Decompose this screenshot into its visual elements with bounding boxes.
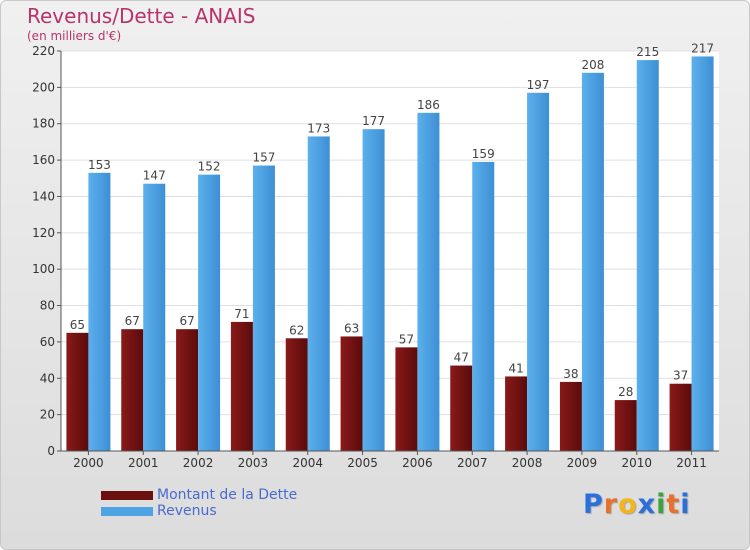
chart-title: Revenus/Dette - ANAIS	[27, 4, 256, 28]
data-label-dette: 63	[344, 321, 359, 335]
legend-swatch-dette	[101, 490, 153, 500]
data-label-revenus: 215	[636, 45, 659, 59]
bar-dette	[669, 383, 692, 451]
y-tick-label: 60	[40, 335, 55, 349]
bar-revenus	[472, 161, 495, 451]
data-label-revenus: 152	[198, 160, 221, 174]
chart-legend: Montant de la Dette Revenus	[101, 487, 297, 519]
x-tick-label: 2006	[402, 456, 433, 470]
y-tick-label: 40	[40, 371, 55, 385]
y-tick-label: 80	[40, 299, 55, 313]
data-label-revenus: 197	[527, 78, 550, 92]
bar-dette	[121, 329, 144, 451]
data-label-revenus: 208	[581, 58, 604, 72]
bar-revenus	[691, 56, 714, 452]
bar-revenus	[143, 183, 166, 451]
y-tick-label: 200	[32, 80, 55, 94]
y-tick-label: 120	[32, 226, 55, 240]
x-tick-label: 2011	[676, 456, 707, 470]
data-label-revenus: 159	[472, 147, 495, 161]
bar-dette	[505, 376, 528, 451]
y-tick-label: 140	[32, 189, 55, 203]
y-tick-label: 100	[32, 262, 55, 276]
data-label-dette: 62	[289, 323, 304, 337]
logo-letter: x	[637, 489, 657, 520]
data-label-dette: 37	[673, 369, 688, 383]
data-label-revenus: 186	[417, 98, 440, 112]
x-tick-label: 2008	[512, 456, 543, 470]
bar-dette	[340, 336, 363, 451]
data-label-revenus: 177	[362, 114, 385, 128]
data-label-revenus: 147	[143, 169, 166, 183]
x-tick-label: 2005	[347, 456, 378, 470]
data-label-dette: 57	[399, 332, 414, 346]
bar-revenus	[417, 112, 440, 452]
x-tick-label: 2002	[183, 456, 214, 470]
bar-revenus	[307, 136, 330, 452]
logo-letter: i	[680, 489, 691, 520]
x-tick-label: 2004	[292, 456, 323, 470]
y-tick-label: 180	[32, 117, 55, 131]
data-label-dette: 47	[454, 351, 469, 365]
data-label-dette: 41	[508, 361, 523, 375]
y-tick-label: 0	[47, 444, 55, 458]
bar-revenus	[362, 129, 385, 451]
bar-revenus	[88, 172, 111, 451]
bar-dette	[614, 400, 637, 451]
bar-dette	[230, 321, 253, 451]
bar-dette	[395, 347, 418, 451]
data-label-dette: 67	[125, 314, 140, 328]
data-label-revenus: 173	[307, 121, 330, 135]
x-tick-label: 2001	[128, 456, 159, 470]
bar-revenus	[636, 60, 659, 451]
legend-item-revenus: Revenus	[101, 503, 297, 519]
x-tick-label: 2010	[621, 456, 652, 470]
x-tick-label: 2007	[457, 456, 488, 470]
legend-swatch-revenus	[101, 506, 153, 516]
bar-dette	[559, 381, 582, 451]
data-label-dette: 38	[563, 367, 578, 381]
legend-label-dette: Montant de la Dette	[157, 487, 298, 503]
data-label-dette: 67	[179, 314, 194, 328]
logo-letter: r	[603, 489, 619, 520]
logo-letter: o	[618, 489, 638, 520]
data-label-dette: 71	[234, 307, 249, 321]
bar-dette	[66, 332, 89, 451]
chart-subtitle: (en milliers d'€)	[27, 29, 122, 43]
proxiti-logo: Proxiti	[583, 489, 691, 520]
bar-dette	[450, 365, 473, 451]
bar-revenus	[198, 174, 221, 452]
y-tick-label: 20	[40, 408, 55, 422]
bar-revenus	[252, 165, 275, 451]
bar-revenus	[527, 92, 550, 452]
logo-letter: t	[666, 489, 681, 520]
data-label-revenus: 153	[88, 158, 111, 172]
legend-item-dette: Montant de la Dette	[101, 487, 297, 503]
legend-label-revenus: Revenus	[157, 503, 217, 519]
y-tick-label: 160	[32, 153, 55, 167]
logo-letter: i	[656, 489, 667, 520]
logo-letter: P	[583, 489, 604, 520]
x-tick-label: 2009	[567, 456, 598, 470]
plot-area	[61, 51, 719, 451]
bar-revenus	[581, 72, 604, 452]
data-label-dette: 28	[618, 385, 633, 399]
data-label-revenus: 157	[252, 151, 275, 165]
y-tick-label: 220	[32, 44, 55, 58]
x-tick-label: 2000	[73, 456, 104, 470]
x-tick-label: 2003	[238, 456, 269, 470]
data-label-dette: 65	[70, 318, 85, 332]
bar-dette	[176, 329, 199, 451]
bar-dette	[285, 338, 308, 451]
data-label-revenus: 217	[691, 41, 714, 55]
